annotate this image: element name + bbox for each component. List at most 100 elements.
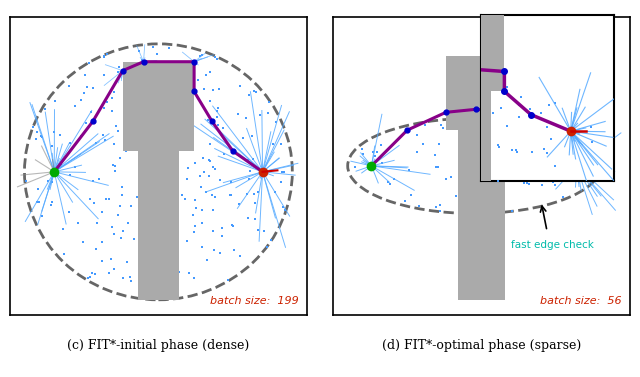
Point	[238, 135, 248, 141]
Point	[174, 269, 184, 275]
Point	[326, 110, 336, 116]
Point	[507, 208, 517, 214]
Point	[388, 176, 399, 182]
Point	[83, 84, 93, 90]
Point	[129, 236, 139, 242]
Point	[488, 110, 498, 116]
Point	[511, 147, 521, 153]
Point	[108, 108, 118, 114]
Point	[115, 203, 125, 209]
Point	[412, 132, 422, 138]
Point	[209, 194, 220, 200]
Point	[413, 179, 424, 185]
Point	[90, 271, 100, 277]
Point	[91, 140, 101, 146]
Point	[420, 122, 430, 128]
Point	[205, 158, 215, 164]
Point	[278, 204, 288, 210]
Point	[276, 179, 286, 185]
Point	[47, 179, 57, 185]
Text: batch size:  199: batch size: 199	[209, 296, 298, 306]
Point	[227, 222, 237, 228]
Point	[525, 150, 536, 156]
Point	[99, 54, 109, 60]
Point	[357, 148, 367, 154]
Point	[527, 149, 537, 155]
Point	[56, 161, 66, 167]
Point	[88, 85, 98, 91]
Point	[76, 133, 86, 139]
Point	[243, 157, 253, 163]
Point	[250, 216, 260, 222]
Point	[268, 141, 278, 147]
Text: (c) FIT*-initial phase (dense): (c) FIT*-initial phase (dense)	[67, 339, 249, 352]
Point	[431, 164, 441, 170]
Point	[343, 113, 353, 119]
Point	[550, 100, 561, 106]
Point	[507, 175, 517, 181]
Point	[43, 178, 53, 184]
Point	[259, 228, 269, 234]
Point	[408, 174, 419, 180]
Point	[210, 54, 220, 60]
Point	[40, 106, 50, 112]
Point	[123, 221, 133, 227]
Point	[100, 137, 110, 143]
Point	[64, 83, 74, 89]
Point	[114, 64, 124, 70]
Point	[243, 215, 253, 221]
Point	[279, 169, 289, 175]
Point	[527, 132, 538, 138]
Point	[64, 209, 74, 215]
Point	[189, 229, 199, 235]
Point	[122, 259, 132, 265]
Point	[108, 162, 118, 168]
Point	[411, 129, 421, 135]
Point	[205, 98, 215, 104]
Point	[493, 141, 504, 147]
Point	[86, 109, 96, 115]
Point	[118, 274, 128, 280]
Point	[108, 266, 118, 272]
Point	[73, 220, 83, 226]
Point	[550, 159, 561, 165]
Point	[378, 133, 388, 139]
Point	[536, 109, 546, 115]
Point	[218, 225, 228, 231]
Point	[552, 139, 563, 146]
Point	[261, 244, 271, 250]
Point	[126, 203, 136, 209]
Point	[271, 119, 281, 125]
Point	[338, 113, 348, 119]
Point	[280, 207, 290, 213]
Point	[212, 123, 223, 129]
Point	[188, 274, 198, 280]
Point	[387, 112, 397, 118]
Point	[65, 172, 75, 178]
Text: batch size:  56: batch size: 56	[540, 296, 621, 306]
Point	[76, 97, 86, 103]
Point	[433, 164, 444, 170]
Point	[109, 89, 119, 95]
Point	[204, 173, 214, 179]
Point	[195, 173, 205, 179]
Point	[367, 149, 378, 155]
Point	[348, 105, 358, 111]
Point	[113, 128, 124, 134]
Point	[419, 141, 429, 147]
Point	[249, 88, 259, 94]
Point	[32, 129, 42, 135]
Point	[356, 146, 367, 152]
Point	[197, 52, 207, 58]
Point	[435, 202, 445, 208]
Point	[376, 143, 386, 149]
Point	[198, 155, 208, 161]
Point	[199, 86, 209, 92]
Point	[46, 202, 56, 208]
Point	[97, 239, 108, 245]
Point	[262, 110, 273, 116]
Point	[233, 110, 243, 116]
Point	[117, 184, 127, 190]
Bar	[425, 8, 504, 91]
Point	[374, 167, 384, 173]
